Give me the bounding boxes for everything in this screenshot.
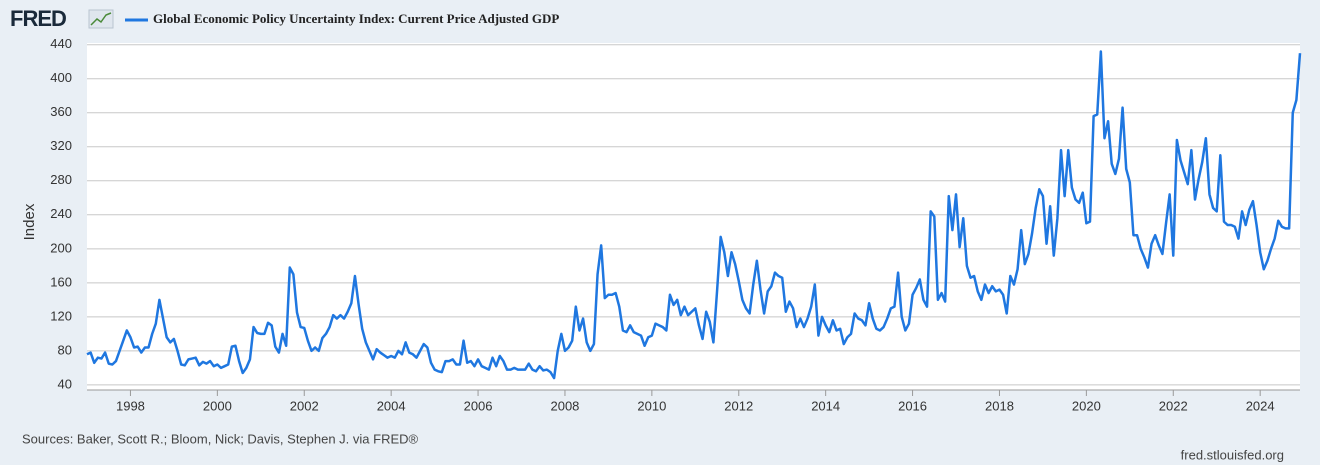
x-tick-label: 2000 xyxy=(203,398,232,413)
x-tick-label: 2014 xyxy=(811,398,840,413)
y-tick-label: 160 xyxy=(50,274,72,289)
plot-area xyxy=(87,43,1300,390)
y-tick-label: 360 xyxy=(50,104,72,119)
y-axis-label: Index xyxy=(21,203,38,240)
x-tick-label: 2020 xyxy=(1072,398,1101,413)
x-tick-label: 2018 xyxy=(985,398,1014,413)
x-tick-label: 2010 xyxy=(637,398,666,413)
x-tick-label: 2022 xyxy=(1159,398,1188,413)
credit: fred.stlouisfed.org xyxy=(1181,447,1284,462)
legend-label: Global Economic Policy Uncertainty Index… xyxy=(153,11,559,26)
logo-icon-line xyxy=(90,12,112,26)
y-tick-label: 120 xyxy=(50,308,72,323)
x-tick-label: 2012 xyxy=(724,398,753,413)
logo-text: FRED xyxy=(10,6,66,31)
y-tick-label: 80 xyxy=(58,342,72,357)
y-tick-label: 240 xyxy=(50,206,72,221)
y-tick-label: 440 xyxy=(50,36,72,51)
x-tick-label: 2002 xyxy=(290,398,319,413)
x-tick-label: 1998 xyxy=(116,398,145,413)
x-tick-label: 2008 xyxy=(550,398,579,413)
source-note: Sources: Baker, Scott R.; Bloom, Nick; D… xyxy=(22,431,419,446)
series-line xyxy=(86,50,1302,380)
y-tick-label: 280 xyxy=(50,172,72,187)
y-tick-label: 200 xyxy=(50,240,72,255)
logo-icon xyxy=(88,9,114,29)
y-tick-label: 400 xyxy=(50,70,72,85)
x-tick-label: 2004 xyxy=(377,398,406,413)
x-tick-label: 2016 xyxy=(898,398,927,413)
logo: FRED xyxy=(10,6,114,31)
x-tick-label: 2024 xyxy=(1246,398,1275,413)
y-tick-label: 40 xyxy=(58,376,72,391)
y-tick-label: 320 xyxy=(50,138,72,153)
x-tick-label: 2006 xyxy=(464,398,493,413)
